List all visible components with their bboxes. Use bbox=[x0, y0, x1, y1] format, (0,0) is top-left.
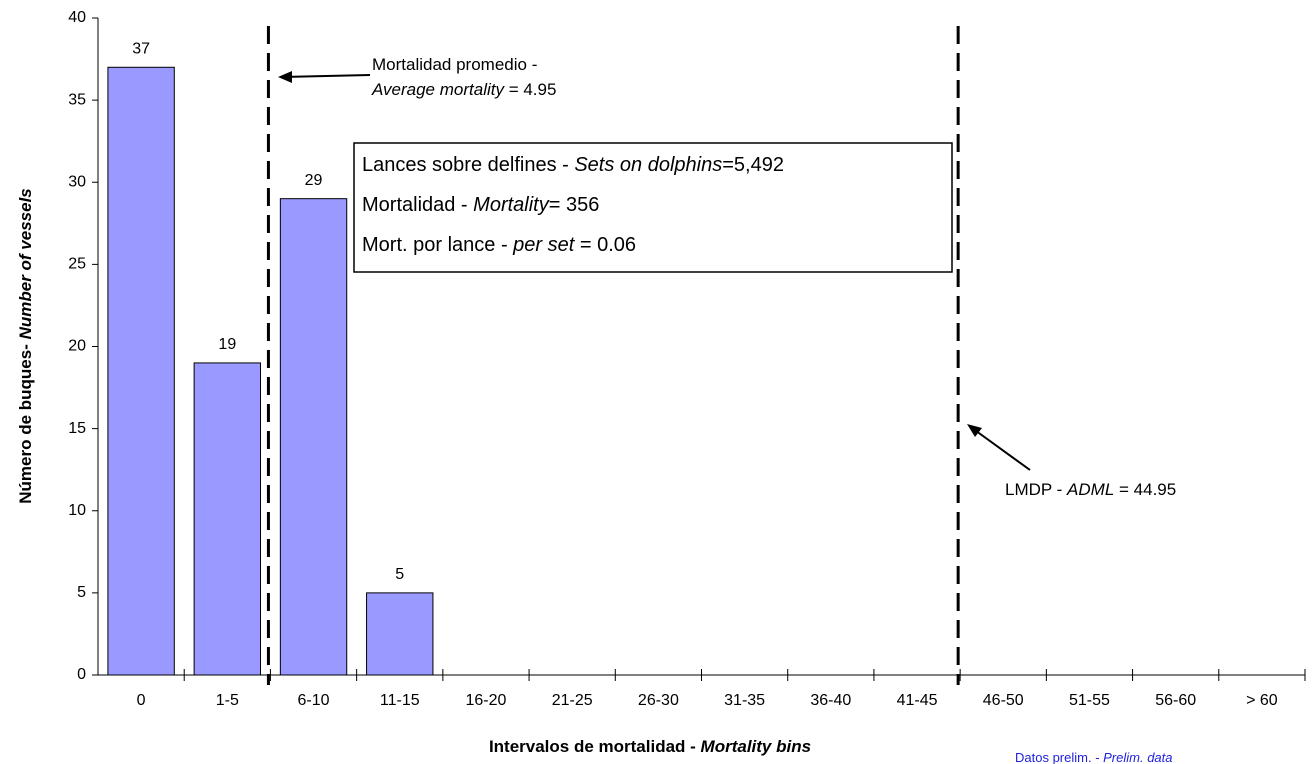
y-tick-label: 25 bbox=[68, 256, 86, 273]
data-label: 5 bbox=[395, 566, 404, 583]
arrow bbox=[971, 427, 1031, 471]
x-tick-label: 6-10 bbox=[298, 692, 330, 709]
box-part: Sets on dolphins bbox=[574, 154, 722, 176]
y-tick-label: 5 bbox=[77, 584, 86, 601]
box-part: = 0.06 bbox=[574, 234, 636, 256]
box-part: Lances sobre delfines - bbox=[362, 154, 574, 176]
y-tick-label: 0 bbox=[77, 666, 86, 683]
x-tick-label: 0 bbox=[137, 692, 146, 709]
footer-part: Datos prelim. - bbox=[1015, 750, 1103, 764]
box-line: Mort. por lance - per set = 0.06 bbox=[362, 234, 636, 256]
y-tick-label: 20 bbox=[68, 338, 86, 355]
average-note: Mortalidad promedio - Average mortality =… bbox=[371, 55, 556, 99]
x-tick-label: 41-45 bbox=[897, 692, 938, 709]
y-tick-label: 30 bbox=[68, 173, 86, 190]
box-part: Mort. por lance - bbox=[362, 234, 513, 256]
x-tick-label: > 60 bbox=[1246, 692, 1278, 709]
footer-part: Prelim. data bbox=[1103, 750, 1172, 764]
data-label: 19 bbox=[218, 336, 236, 353]
x-label-part: Intervalos de mortalidad - bbox=[489, 737, 701, 756]
note-part: ADML bbox=[1066, 480, 1114, 499]
arrow bbox=[281, 74, 371, 78]
data-label: 37 bbox=[132, 40, 150, 57]
box-line: Mortalidad - Mortality= 356 bbox=[362, 194, 599, 216]
note-part: Mortalidad promedio - bbox=[372, 55, 537, 74]
y-tick-label: 40 bbox=[68, 9, 86, 26]
y-label-part: Número de buques- bbox=[16, 339, 35, 503]
y-tick-label: 15 bbox=[68, 420, 86, 437]
x-axis-label: Intervalos de mortalidad - Mortality bin… bbox=[489, 737, 811, 756]
adml-note: LMDP - ADML = 44.95 bbox=[1005, 480, 1176, 499]
x-tick-label: 36-40 bbox=[810, 692, 851, 709]
bar bbox=[366, 592, 434, 676]
summary-box bbox=[353, 142, 953, 273]
x-tick-label: 11-15 bbox=[380, 692, 420, 709]
y-tick-label: 10 bbox=[68, 502, 86, 519]
bar bbox=[107, 66, 175, 676]
box-line: Lances sobre delfines - Sets on dolphins… bbox=[362, 154, 784, 176]
x-tick-label: 51-55 bbox=[1069, 692, 1110, 709]
x-label-part: Mortality bins bbox=[701, 737, 812, 756]
x-tick-label: 16-20 bbox=[466, 692, 507, 709]
x-tick-label: 21-25 bbox=[552, 692, 593, 709]
note-part: LMDP - bbox=[1005, 480, 1067, 499]
y-label-part: Number of vessels bbox=[16, 188, 35, 339]
box-part: = 356 bbox=[549, 194, 600, 216]
box-part: Mortalidad - bbox=[362, 194, 473, 216]
y-tick-label: 35 bbox=[68, 91, 86, 108]
x-tick-label: 31-35 bbox=[724, 692, 765, 709]
footer: Datos prelim. - Prelim. data bbox=[1015, 750, 1173, 764]
box-part: per set bbox=[512, 234, 576, 256]
x-tick-label: 46-50 bbox=[983, 692, 1024, 709]
x-tick-label: 1-5 bbox=[216, 692, 239, 709]
arrow-head bbox=[967, 424, 982, 437]
note-part: Average mortality bbox=[371, 80, 505, 99]
bar bbox=[279, 198, 348, 676]
y-axis-label: Número de buques- Number of vessels bbox=[16, 188, 35, 504]
bar bbox=[193, 362, 262, 676]
arrow-head bbox=[278, 71, 292, 83]
summary: Lances sobre delfines - Sets on dolphins… bbox=[362, 154, 784, 256]
x-tick-label: 26-30 bbox=[638, 692, 679, 709]
box-part: =5,492 bbox=[722, 154, 784, 176]
data-label: 29 bbox=[305, 172, 323, 189]
box-part: Mortality bbox=[473, 194, 550, 216]
note-part: = 4.95 bbox=[504, 80, 556, 99]
note-part: = 44.95 bbox=[1114, 480, 1176, 499]
x-tick-label: 56-60 bbox=[1155, 692, 1196, 709]
